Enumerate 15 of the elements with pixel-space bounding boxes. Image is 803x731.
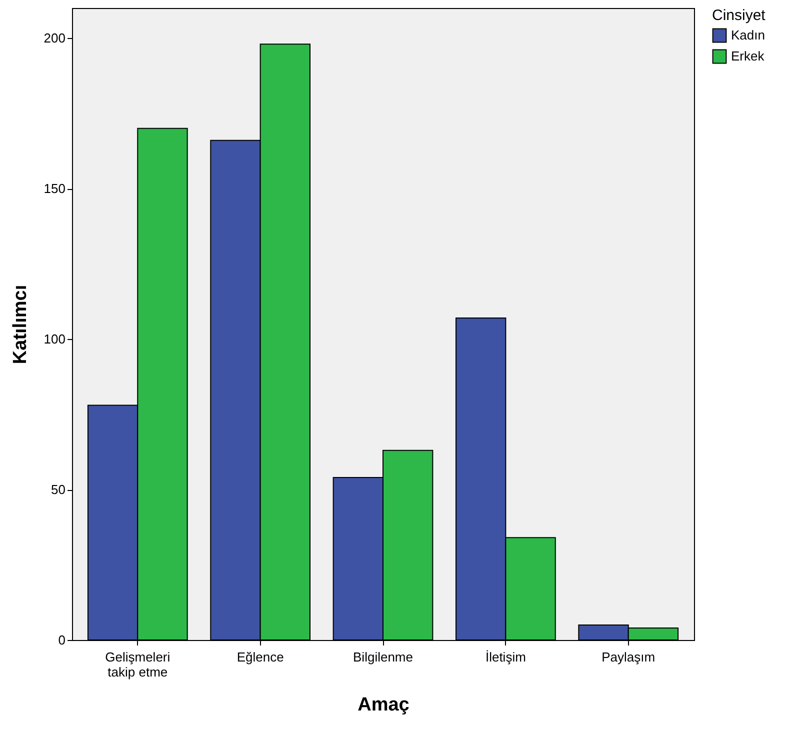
legend-label: Erkek: [731, 48, 765, 64]
x-tick-label: Paylaşım: [602, 650, 656, 664]
y-tick-label: 100: [44, 332, 66, 347]
legend-label: Kadın: [731, 28, 765, 42]
x-tick-label: Gelişmeleri takip etme: [105, 650, 170, 680]
legend-title: Cinsiyet: [712, 7, 766, 24]
y-tick-label: 0: [58, 632, 66, 648]
y-tick-label: 50: [51, 482, 66, 498]
x-tick-label: Eğlence: [236, 650, 284, 664]
y-tick-label: 150: [44, 181, 66, 196]
x-tick-label: Bilgilenme: [353, 650, 413, 664]
y-tick-label: 200: [44, 30, 66, 46]
x-axis-title: Amaç: [358, 694, 410, 716]
y-axis-title: Katılımcı: [10, 284, 31, 364]
x-tick-label: İletişim: [485, 650, 526, 664]
